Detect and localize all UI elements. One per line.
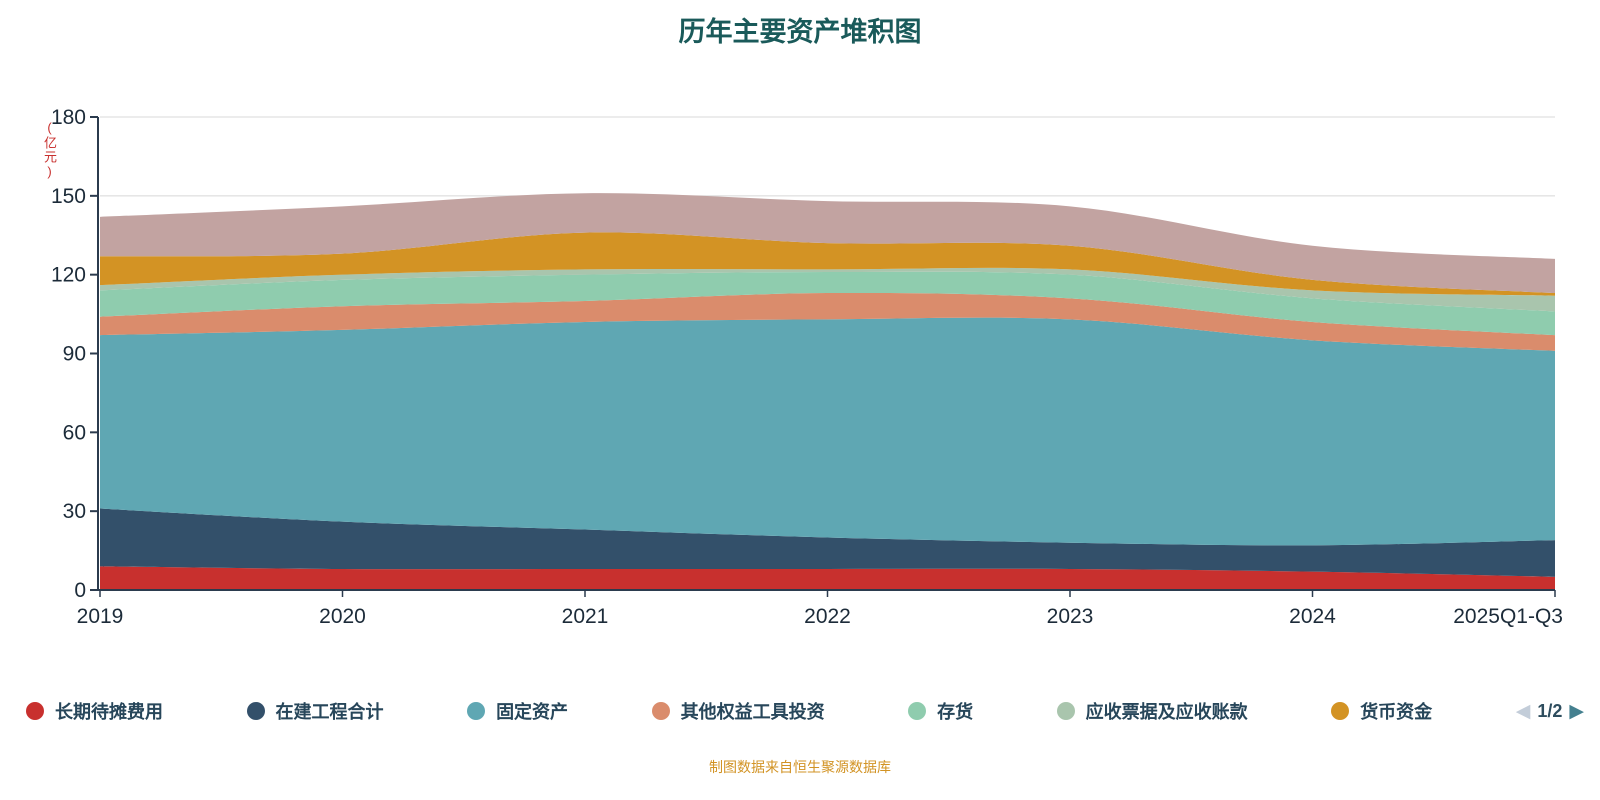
x-tick-label: 2025Q1-Q3: [1453, 605, 1563, 628]
x-tick-label: 2024: [1289, 605, 1336, 628]
legend-swatch: [26, 702, 44, 720]
legend-label: 其他权益工具投资: [680, 702, 825, 722]
legend-swatch: [908, 702, 927, 720]
legend-swatch: [246, 702, 265, 720]
x-tick-label: 2020: [319, 605, 366, 628]
legend-label: 固定资产: [496, 702, 569, 722]
area-series-1: [100, 566, 1555, 590]
legend-label: 货币资金: [1360, 702, 1433, 722]
legend-item-2[interactable]: 在建工程合计: [246, 698, 384, 724]
legend-swatch: [1056, 702, 1075, 720]
y-tick-label: 60: [63, 421, 86, 444]
legend-label: 应收票据及应收账款: [1085, 702, 1248, 722]
chart-title: 历年主要资产堆积图: [678, 17, 922, 47]
y-tick-label: 0: [74, 579, 86, 602]
legend-next-page-icon[interactable]: ▶: [1569, 700, 1584, 722]
y-tick-label: 180: [51, 106, 86, 129]
y-tick-label: 120: [51, 264, 86, 287]
legend-swatch: [651, 702, 670, 720]
area-series-4: [100, 292, 1555, 351]
legend-item-7[interactable]: 货币资金: [1331, 698, 1432, 724]
legend-item-6[interactable]: 应收票据及应收账款: [1056, 698, 1248, 724]
legend-item-5[interactable]: 存货: [908, 698, 973, 724]
legend-item-1[interactable]: 长期待摊费用: [26, 698, 163, 724]
legend-item-4[interactable]: 其他权益工具投资: [651, 698, 825, 724]
area-series-8: [100, 193, 1555, 294]
area-series-2: [100, 508, 1555, 577]
area-series-5: [100, 271, 1555, 336]
y-tick-label: 30: [63, 500, 86, 523]
area-series-3: [100, 317, 1555, 546]
legend-label: 长期待摊费用: [55, 702, 163, 722]
x-tick-label: 2022: [804, 605, 851, 628]
chart-legend: 长期待摊费用 在建工程合计 固定资产 其他权益工具投资 存货 应收票据及应收账款 货币资金 …: [26, 698, 1584, 724]
y-axis-unit-label: (亿元): [42, 120, 57, 180]
x-tick-label: 2023: [1047, 605, 1094, 628]
area-series-6: [100, 267, 1555, 312]
legend-label: 在建工程合计: [275, 702, 384, 722]
legend-page-indicator: 1/2: [1537, 700, 1563, 721]
data-source-caption: 制图数据来自恒生聚源数据库: [709, 759, 891, 775]
legend-item-3[interactable]: 固定资产: [467, 698, 568, 724]
x-tick-label: 2021: [562, 605, 609, 628]
legend-label: 存货: [937, 702, 974, 722]
legend-swatch: [467, 702, 486, 720]
x-tick-label: 2019: [77, 605, 124, 628]
y-tick-label: 150: [51, 185, 86, 208]
legend-pagination: ◀ 1/2 ▶: [1516, 701, 1584, 722]
legend-swatch: [1331, 702, 1350, 720]
area-series-7: [100, 232, 1555, 296]
y-tick-label: 90: [63, 343, 86, 366]
legend-prev-page-icon[interactable]: ◀: [1515, 700, 1531, 722]
